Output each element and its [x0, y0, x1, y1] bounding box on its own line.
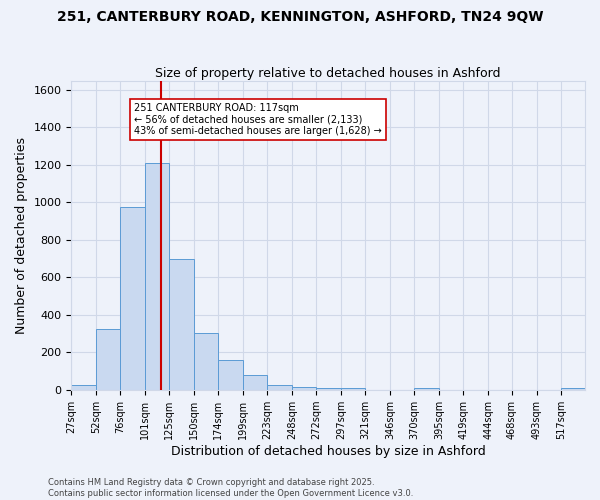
- Bar: [194, 332, 218, 390]
- Bar: [316, 388, 341, 390]
- Bar: [267, 385, 292, 390]
- Bar: [414, 388, 439, 390]
- Bar: [169, 258, 194, 390]
- Bar: [145, 163, 169, 390]
- Bar: [292, 387, 316, 390]
- Bar: [243, 374, 267, 390]
- Bar: [218, 360, 243, 390]
- Bar: [97, 329, 121, 390]
- Text: 251, CANTERBURY ROAD, KENNINGTON, ASHFORD, TN24 9QW: 251, CANTERBURY ROAD, KENNINGTON, ASHFOR…: [57, 10, 543, 24]
- Bar: [121, 207, 145, 390]
- Text: Contains HM Land Registry data © Crown copyright and database right 2025.
Contai: Contains HM Land Registry data © Crown c…: [48, 478, 413, 498]
- Bar: [341, 388, 365, 390]
- Title: Size of property relative to detached houses in Ashford: Size of property relative to detached ho…: [155, 66, 501, 80]
- Y-axis label: Number of detached properties: Number of detached properties: [15, 136, 28, 334]
- X-axis label: Distribution of detached houses by size in Ashford: Distribution of detached houses by size …: [171, 444, 485, 458]
- Text: 251 CANTERBURY ROAD: 117sqm
← 56% of detached houses are smaller (2,133)
43% of : 251 CANTERBURY ROAD: 117sqm ← 56% of det…: [134, 103, 382, 136]
- Bar: [71, 385, 97, 390]
- Bar: [561, 388, 585, 390]
